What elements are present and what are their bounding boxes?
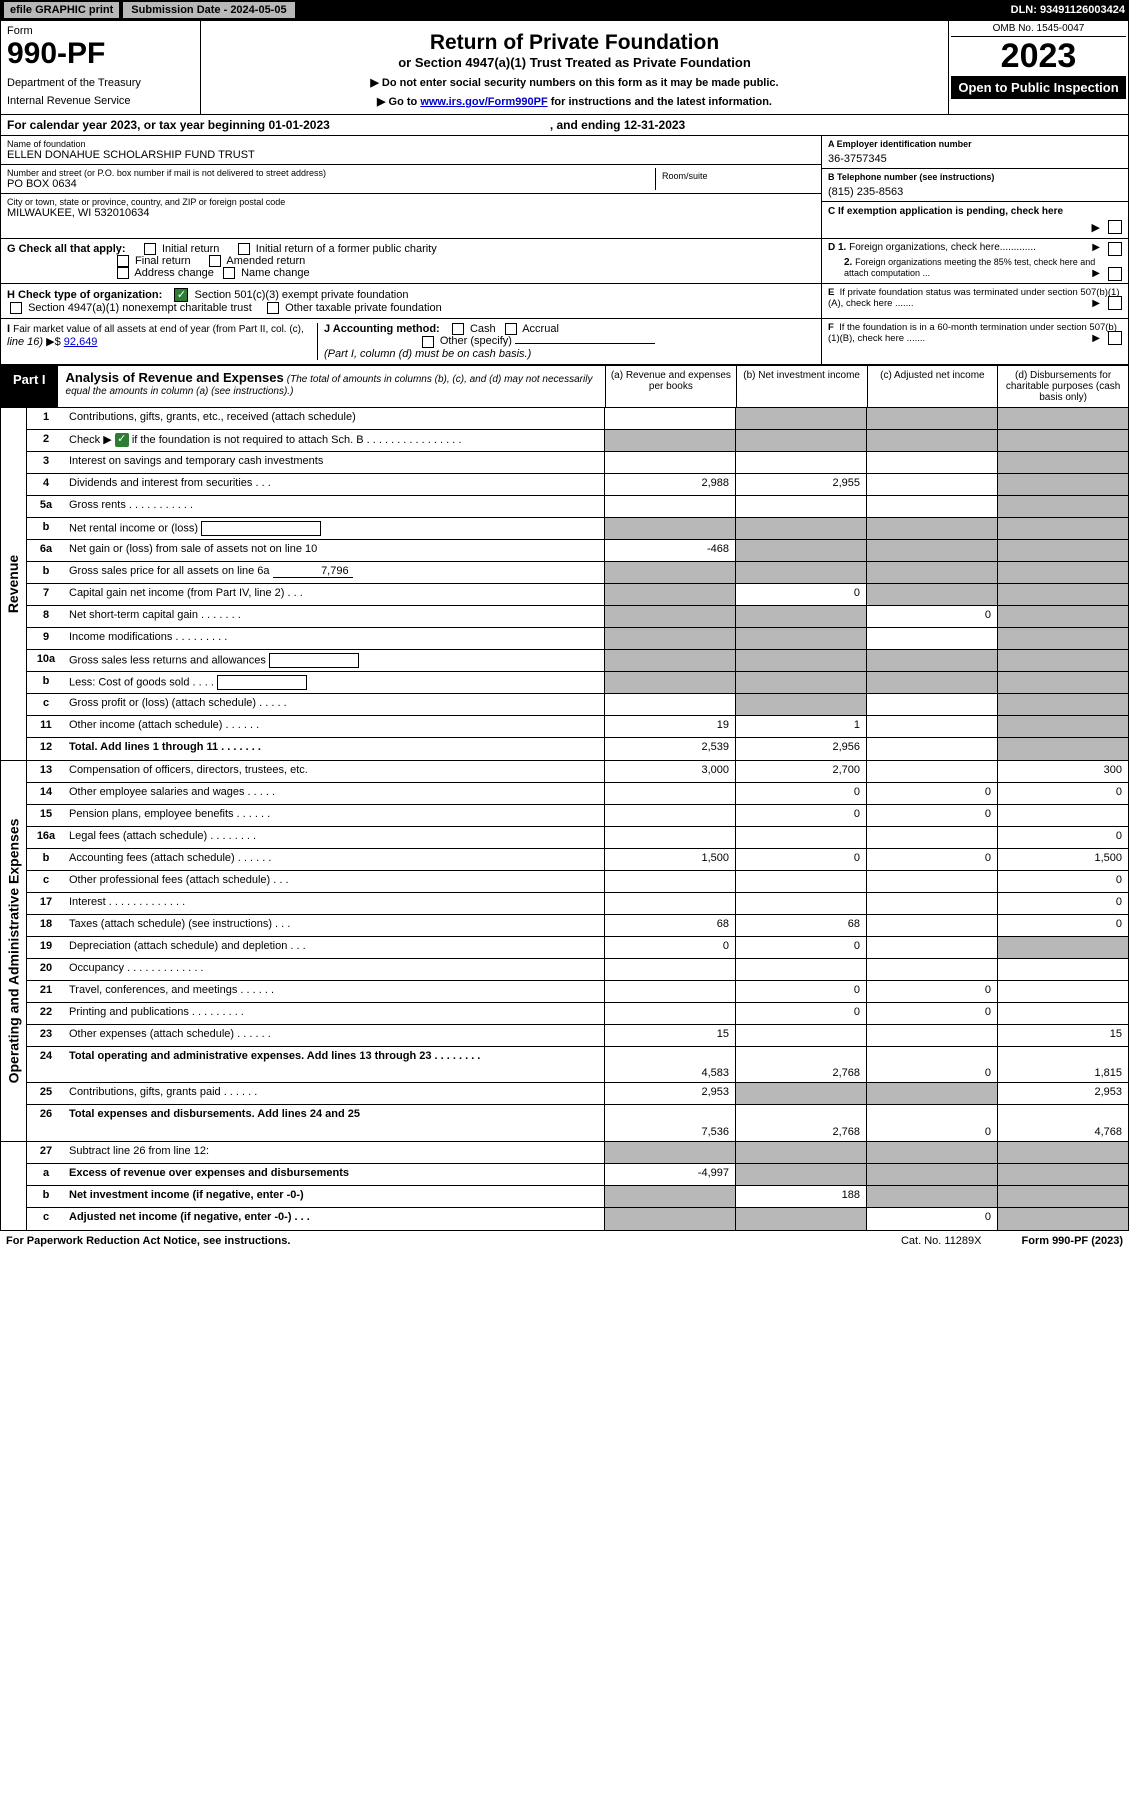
col-c-header: (c) Adjusted net income	[867, 366, 998, 407]
g3-checkbox[interactable]	[117, 255, 129, 267]
e-checkbox[interactable]	[1108, 296, 1122, 310]
efile-badge[interactable]: efile GRAPHIC print	[4, 2, 119, 18]
note-link: ▶ Go to www.irs.gov/Form990PF for instru…	[207, 95, 942, 108]
room-label: Room/suite	[655, 168, 815, 190]
city-state-zip: MILWAUKEE, WI 532010634	[7, 207, 815, 219]
fmv-value: 92,649	[64, 336, 98, 348]
col-a-header: (a) Revenue and expenses per books	[605, 366, 736, 407]
part1-header-row: Part I Analysis of Revenue and Expenses …	[0, 365, 1129, 408]
g1-checkbox[interactable]	[144, 243, 156, 255]
open-public: Open to Public Inspection	[951, 76, 1126, 99]
ein-label: A Employer identification number	[828, 139, 1122, 149]
d1-checkbox[interactable]	[1108, 242, 1122, 256]
triangle-icon: ▶	[1092, 268, 1100, 279]
omb-number: OMB No. 1545-0047	[951, 23, 1126, 37]
j-accrual-checkbox[interactable]	[505, 323, 517, 335]
g5-checkbox[interactable]	[117, 267, 129, 279]
form-title: Return of Private Foundation	[207, 31, 942, 55]
revenue-vlabel: Revenue	[1, 408, 27, 760]
part-badge: Part I	[1, 366, 58, 407]
f-checkbox[interactable]	[1108, 331, 1122, 345]
schb-checkbox[interactable]: ✓	[115, 433, 129, 447]
col-d-header: (d) Disbursements for charitable purpose…	[997, 366, 1128, 407]
calendar-year-row: For calendar year 2023, or tax year begi…	[0, 115, 1129, 136]
cat-no: Cat. No. 11289X	[901, 1235, 982, 1247]
triangle-icon: ▶	[1092, 298, 1100, 309]
col-b-header: (b) Net investment income	[736, 366, 867, 407]
top-bar: efile GRAPHIC print Submission Date - 20…	[0, 0, 1129, 20]
dln: DLN: 93491126003424	[1011, 4, 1125, 16]
c-checkbox[interactable]	[1108, 220, 1122, 234]
g2-checkbox[interactable]	[238, 243, 250, 255]
d2-checkbox[interactable]	[1108, 267, 1122, 281]
tax-year: 2023	[951, 37, 1126, 76]
c-label: C If exemption application is pending, c…	[828, 206, 1063, 217]
address: PO BOX 0634	[7, 178, 655, 190]
j-cash-checkbox[interactable]	[452, 323, 464, 335]
form-subtitle: or Section 4947(a)(1) Trust Treated as P…	[207, 55, 942, 70]
form-number: 990-PF	[7, 37, 194, 71]
opexp-vlabel: Operating and Administrative Expenses	[1, 761, 27, 1141]
h1-checkbox[interactable]: ✓	[174, 288, 188, 302]
telephone: (815) 235-8563	[828, 182, 1122, 198]
g4-checkbox[interactable]	[209, 255, 221, 267]
city-label: City or town, state or province, country…	[7, 197, 815, 207]
submission-date: Submission Date - 2024-05-05	[123, 2, 294, 18]
ein: 36-3757345	[828, 149, 1122, 165]
triangle-icon: ▶	[1092, 221, 1100, 234]
addr-label: Number and street (or P.O. box number if…	[7, 168, 655, 178]
form-ref: Form 990-PF (2023)	[1022, 1235, 1124, 1247]
part-title: Analysis of Revenue and Expenses (The to…	[58, 366, 605, 407]
id-block: Name of foundation ELLEN DONAHUE SCHOLAR…	[0, 136, 1129, 239]
form-label: Form	[7, 25, 194, 37]
paperwork-notice: For Paperwork Reduction Act Notice, see …	[6, 1235, 290, 1247]
j-other-checkbox[interactable]	[422, 336, 434, 348]
footer: For Paperwork Reduction Act Notice, see …	[0, 1231, 1129, 1251]
name-label: Name of foundation	[7, 139, 815, 149]
triangle-icon: ▶	[1092, 242, 1100, 253]
options-block: G Check all that apply: Initial return I…	[0, 239, 1129, 365]
irs-label: Internal Revenue Service	[7, 95, 194, 107]
note-ssn: ▶ Do not enter social security numbers o…	[207, 76, 942, 89]
part1-table: Revenue 1Contributions, gifts, grants, e…	[0, 408, 1129, 1231]
form-header: Form 990-PF Department of the Treasury I…	[0, 20, 1129, 115]
h3-checkbox[interactable]	[267, 302, 279, 314]
g-label: G Check all that apply:	[7, 243, 126, 255]
h2-checkbox[interactable]	[10, 302, 22, 314]
triangle-icon: ▶	[1092, 333, 1100, 344]
foundation-name: ELLEN DONAHUE SCHOLARSHIP FUND TRUST	[7, 149, 815, 161]
dept-treasury: Department of the Treasury	[7, 77, 194, 89]
irs-link[interactable]: www.irs.gov/Form990PF	[420, 96, 547, 108]
g6-checkbox[interactable]	[223, 267, 235, 279]
tel-label: B Telephone number (see instructions)	[828, 172, 1122, 182]
h-label: H Check type of organization:	[7, 289, 162, 301]
